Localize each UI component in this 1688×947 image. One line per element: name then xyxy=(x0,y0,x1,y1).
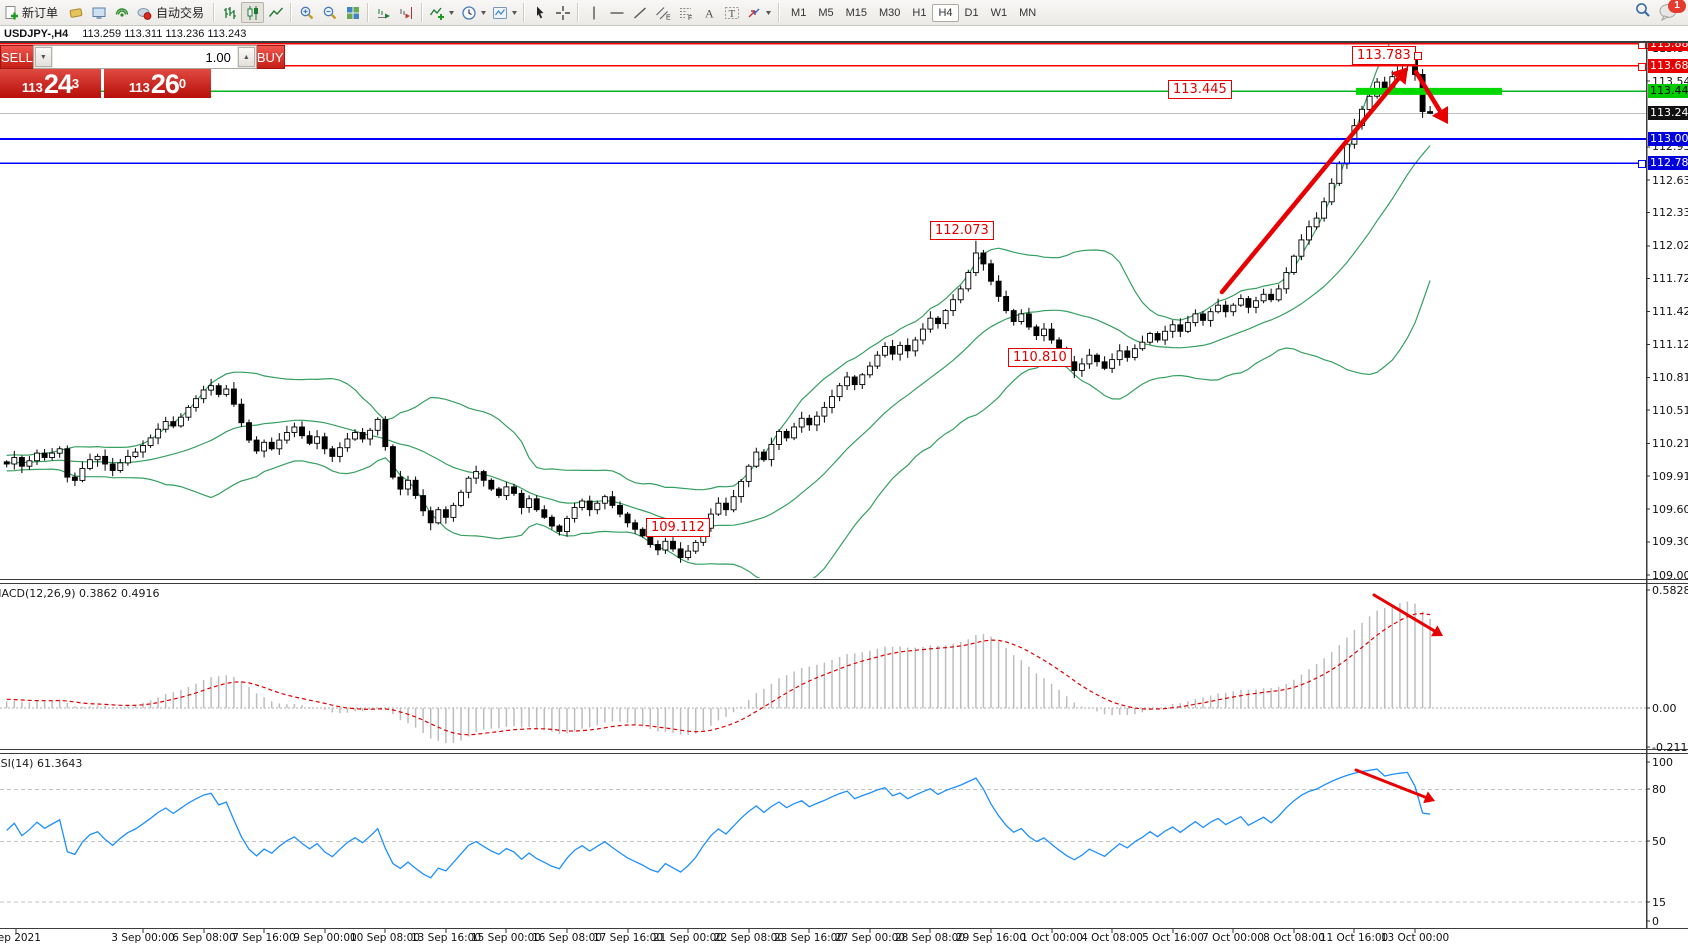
ask-price-sup: 0 xyxy=(178,76,187,91)
horizontal-line-icon[interactable] xyxy=(605,2,628,23)
crosshair-icon[interactable] xyxy=(551,2,574,23)
timeframe-h4[interactable]: H4 xyxy=(932,3,959,22)
chat-icon[interactable]: 1 xyxy=(1658,0,1686,24)
rsi-label: RSI(14) 61.3643 xyxy=(0,757,83,770)
toolbar-separator xyxy=(577,3,580,22)
line-chart-icon[interactable] xyxy=(264,2,287,23)
text-label-icon[interactable]: T xyxy=(720,2,743,23)
auto-scroll-icon[interactable] xyxy=(372,2,395,23)
chart-shift-icon[interactable] xyxy=(395,2,418,23)
svg-text:A: A xyxy=(705,6,714,20)
volume-control: ▼ ▲ xyxy=(32,45,257,69)
templates-icon[interactable] xyxy=(490,2,520,23)
chart-frame-border xyxy=(0,41,1688,43)
ask-price[interactable]: 113 26 0 xyxy=(104,69,211,98)
toolbar-right: 1 xyxy=(1634,0,1688,24)
timeframe-m30[interactable]: M30 xyxy=(879,6,901,19)
timeframe-m15[interactable]: M15 xyxy=(845,6,867,19)
candlestick-chart-icon[interactable] xyxy=(241,2,265,23)
toolbar-separator xyxy=(367,3,370,22)
toolbar-separator xyxy=(523,3,526,22)
history-icon[interactable] xyxy=(64,2,87,23)
timeframe-group: M1 M5 M15 M30 H1 H4 D1 W1 MN xyxy=(785,3,1042,22)
volume-decrease-button[interactable]: ▼ xyxy=(34,47,52,67)
indicators-add-icon[interactable] xyxy=(426,2,458,23)
metaeditor-icon[interactable] xyxy=(87,2,110,23)
trendline-icon[interactable] xyxy=(628,2,651,23)
bid-price-big: 24 xyxy=(43,69,73,98)
new-order-button[interactable]: 新订单 xyxy=(0,2,64,23)
toolbar-separator xyxy=(290,3,293,22)
timeframe-d1[interactable]: D1 xyxy=(964,6,979,19)
toolbar: 新订单 自动交易 xyxy=(0,0,1688,26)
bid-price-prefix: 113 xyxy=(21,80,43,95)
buy-button[interactable]: BUY xyxy=(256,45,285,69)
chart-title-bar: USDJPY-,H4 113.259 113.311 113.236 113.2… xyxy=(0,26,1688,41)
one-click-trading-panel: SELL ▼ ▲ BUY 113 24 3 113 26 0 xyxy=(0,45,285,98)
chart-ohlc: 113.259 113.311 113.236 113.243 xyxy=(82,27,247,40)
toolbar-separator xyxy=(778,3,781,22)
sell-button[interactable]: SELL xyxy=(0,45,33,69)
chart-title: USDJPY-,H4 xyxy=(4,27,69,40)
toolbar-separator xyxy=(421,3,424,22)
new-order-label: 新订单 xyxy=(22,6,59,20)
volume-input[interactable] xyxy=(52,46,237,68)
auto-trading-button[interactable]: 自动交易 xyxy=(133,2,210,23)
bid-price-sup: 3 xyxy=(71,76,80,91)
ask-price-big: 26 xyxy=(150,69,180,98)
new-order-icon xyxy=(5,5,18,19)
cursor-icon[interactable] xyxy=(528,2,551,23)
periods-icon[interactable] xyxy=(458,2,490,23)
volume-increase-button[interactable]: ▲ xyxy=(237,47,255,67)
auto-trading-icon xyxy=(137,7,152,20)
svg-text:E: E xyxy=(666,14,671,21)
ask-price-prefix: 113 xyxy=(128,80,150,95)
timeframe-m1[interactable]: M1 xyxy=(791,6,807,19)
timeframe-mn[interactable]: MN xyxy=(1019,6,1037,19)
text-icon[interactable]: A xyxy=(697,2,720,23)
signals-icon[interactable] xyxy=(110,2,133,23)
auto-trading-label: 自动交易 xyxy=(156,6,205,20)
arrows-icon[interactable] xyxy=(743,2,775,23)
zoom-in-icon[interactable] xyxy=(295,2,318,23)
tile-windows-icon[interactable] xyxy=(341,2,364,23)
fibonacci-icon[interactable]: F xyxy=(674,2,697,23)
toolbar-separator xyxy=(213,3,216,22)
zoom-out-icon[interactable] xyxy=(318,2,341,23)
svg-text:T: T xyxy=(728,8,735,20)
bid-price[interactable]: 113 24 3 xyxy=(0,69,101,98)
timeframe-m5[interactable]: M5 xyxy=(818,6,834,19)
search-icon[interactable] xyxy=(1634,1,1652,24)
macd-label: MACD(12,26,9) 0.3862 0.4916 xyxy=(0,587,160,600)
notification-badge: 1 xyxy=(1668,0,1686,13)
timeframe-w1[interactable]: W1 xyxy=(990,6,1008,19)
svg-text:F: F xyxy=(688,15,692,21)
bar-chart-icon[interactable] xyxy=(218,2,241,23)
equidistant-channel-icon[interactable]: E xyxy=(651,2,674,23)
timeframe-h1[interactable]: H1 xyxy=(912,6,927,19)
vertical-line-icon[interactable] xyxy=(582,2,605,23)
